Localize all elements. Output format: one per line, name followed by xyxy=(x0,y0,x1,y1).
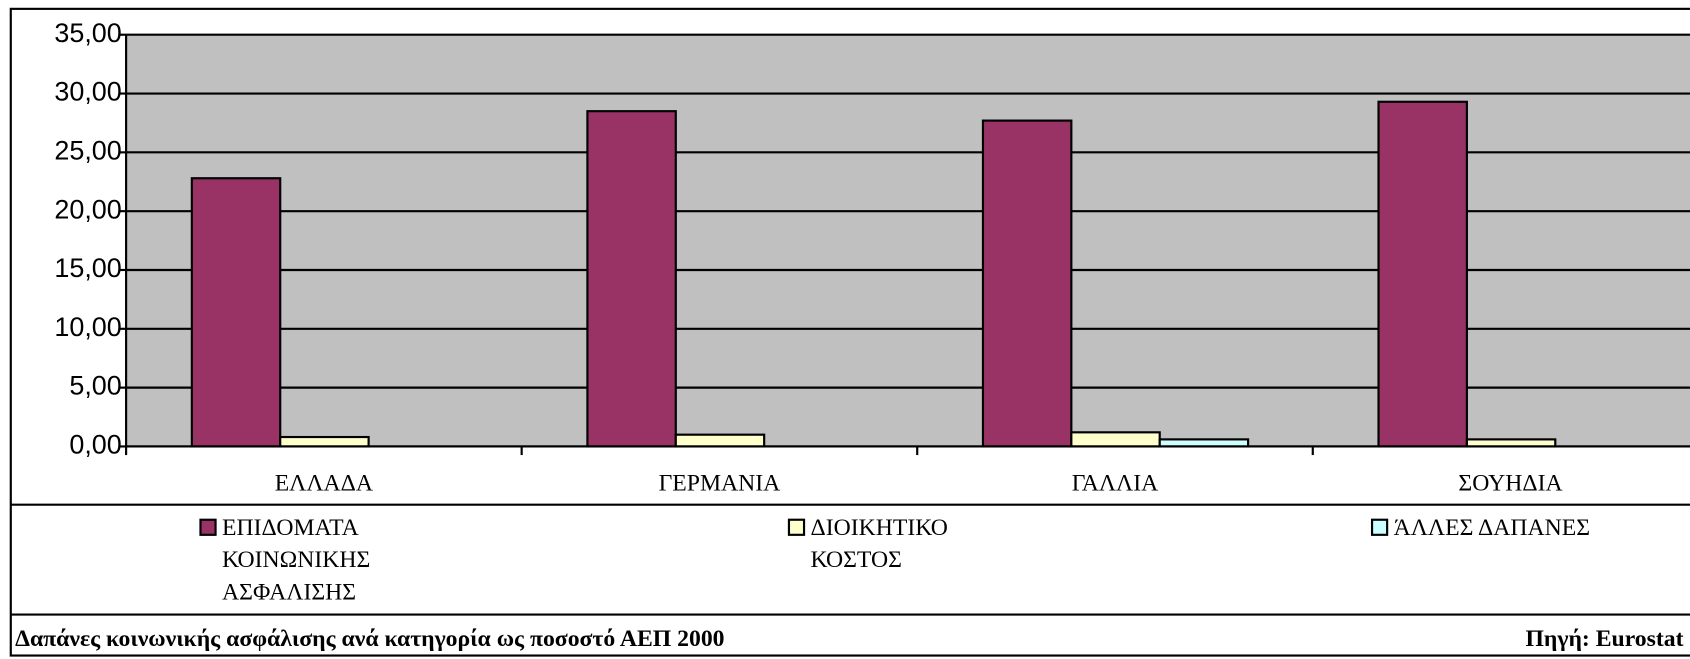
y-tick-label: 10,00 xyxy=(54,312,121,342)
legend-label: ΔΙΟΙΚΗΤΙΚΟ ΚΟΣΤΟΣ xyxy=(810,513,948,573)
caption: Δαπάνες κοινωνικής ασφάλισης ανά κατηγορ… xyxy=(15,626,724,652)
source: Πηγή: Eurostat xyxy=(1525,626,1683,652)
y-tick-label: 25,00 xyxy=(54,135,121,165)
y-tick-label: 0,00 xyxy=(69,430,121,460)
bar xyxy=(586,110,677,448)
legend-swatch xyxy=(1370,518,1389,536)
y-tick-label: 35,00 xyxy=(54,18,121,48)
bar xyxy=(1070,431,1161,448)
bar xyxy=(674,433,766,448)
y-tick-label: 5,00 xyxy=(69,371,121,401)
legend-swatch xyxy=(199,518,217,536)
x-tick-label: ΓΑΛΛΙΑ xyxy=(1072,471,1159,497)
legend-item: ΔΙΟΙΚΗΤΙΚΟ ΚΟΣΤΟΣ xyxy=(810,513,948,573)
bar xyxy=(279,435,370,448)
x-tick-label: ΣΟΥΗΔΙΑ xyxy=(1458,471,1562,497)
legend-item: ΕΠΙΔΟΜΑΤΑ ΚΟΙΝΩΝΙΚΗΣ ΑΣΦΑΛΙΣΗΣ xyxy=(222,513,371,605)
legend-label: ΕΠΙΔΟΜΑΤΑ ΚΟΙΝΩΝΙΚΗΣ ΑΣΦΑΛΙΣΗΣ xyxy=(222,513,371,605)
x-tick-label: ΓΕΡΜΑΝΙΑ xyxy=(659,471,781,497)
legend-label: ΆΛΛΕΣ ΔΑΠΑΝΕΣ xyxy=(1393,513,1591,541)
legend-item: ΆΛΛΕΣ ΔΑΠΑΝΕΣ xyxy=(1393,513,1591,541)
y-tick-label: 30,00 xyxy=(54,77,121,107)
bar xyxy=(981,119,1073,448)
bar xyxy=(190,177,282,448)
x-tick-label: ΕΛΛΑΔΑ xyxy=(275,471,373,497)
bar xyxy=(1377,100,1468,448)
legend-swatch xyxy=(787,518,806,536)
y-tick-label: 20,00 xyxy=(54,194,121,224)
y-tick-label: 15,00 xyxy=(54,253,121,283)
